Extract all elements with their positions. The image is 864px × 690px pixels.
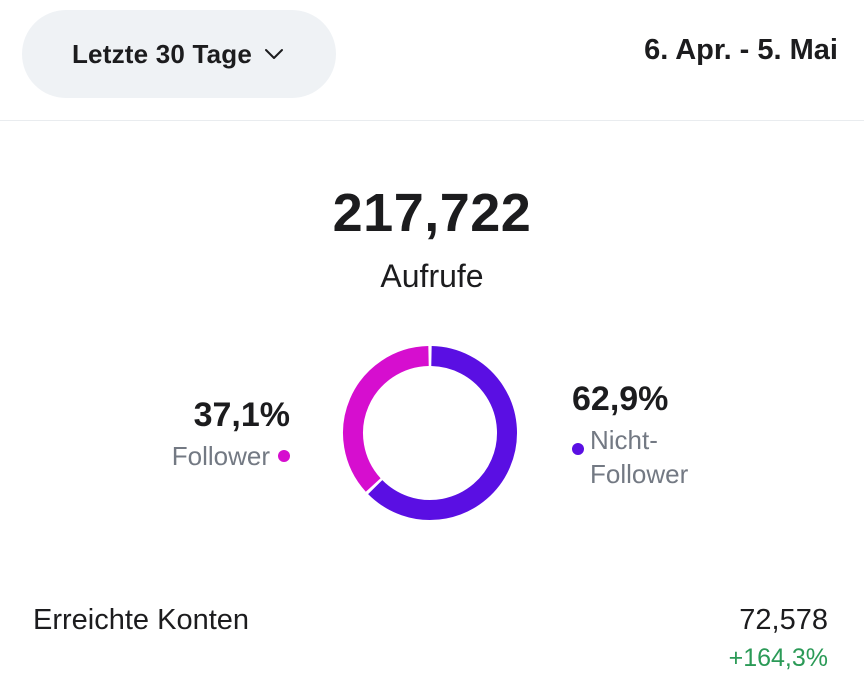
total-views-label: Aufrufe (380, 258, 484, 294)
reached-accounts-value: 72,578 (739, 604, 828, 636)
date-range-text: 6. Apr. - 5. Mai (644, 34, 838, 66)
follower-legend-dot (278, 450, 290, 462)
chevron-down-icon (262, 42, 286, 66)
total-views-value: 217,722 (332, 183, 532, 243)
reached-accounts-change: +164,3% (728, 644, 828, 672)
follower-stat: 37,1% Follower (172, 396, 290, 473)
non-follower-percent: 62,9% (572, 380, 669, 418)
date-range-filter-label: Letzte 30 Tage (71, 38, 253, 69)
donut-segment-follower (343, 346, 430, 492)
donut-segment-nicht-follower (368, 346, 517, 520)
date-range-filter-button[interactable]: Letzte 30 Tage (22, 10, 336, 98)
non-follower-legend-line1: Nicht- (590, 425, 658, 455)
follower-legend-label: Follower (171, 441, 270, 471)
views-breakdown-donut-chart (343, 346, 517, 520)
non-follower-stat: 62,9% Nicht- Follower (572, 380, 688, 491)
non-follower-legend-line2: Follower (590, 459, 689, 489)
non-follower-legend-label: Nicht- Follower (590, 423, 688, 491)
header-divider (0, 120, 864, 121)
follower-percent: 37,1% (193, 396, 290, 434)
non-follower-legend-dot (572, 443, 584, 455)
reached-accounts-label: Erreichte Konten (33, 604, 250, 636)
